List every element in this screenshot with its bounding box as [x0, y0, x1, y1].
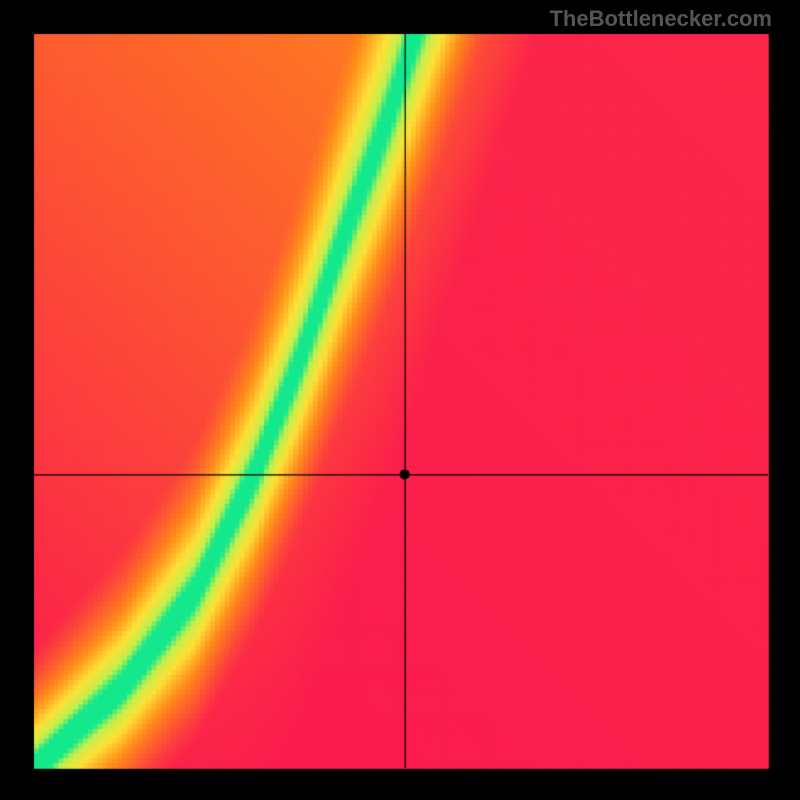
attribution-text: TheBottlenecker.com — [549, 6, 772, 32]
bottleneck-heatmap — [0, 0, 800, 800]
chart-container: TheBottlenecker.com — [0, 0, 800, 800]
